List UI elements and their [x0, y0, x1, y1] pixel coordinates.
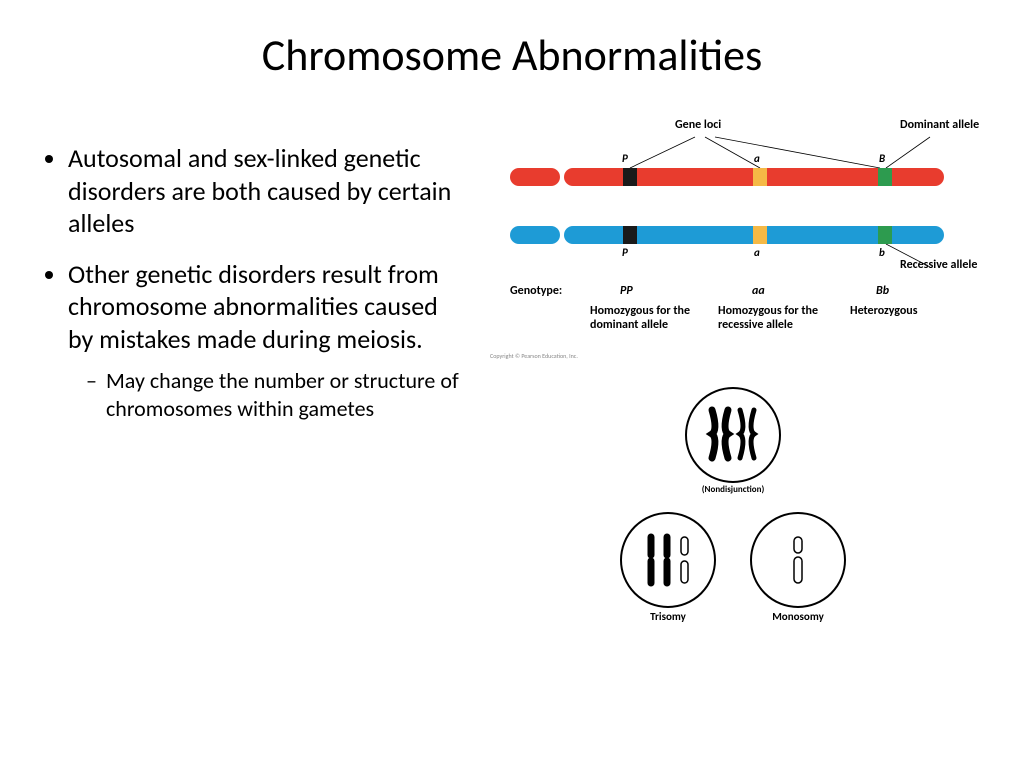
gene-loci-diagram: Gene loci Dominant allele P a B P a b Re…	[480, 112, 980, 372]
genotype-bb: Bb	[876, 284, 889, 298]
trisomy-circle	[620, 512, 716, 608]
nondisjunction-diagram: (Nondisjunction) Trisomy	[480, 382, 980, 672]
bullet-item-2-text: Other genetic disorders result from chro…	[68, 258, 439, 355]
band-red-p	[623, 168, 637, 186]
trisomy-label: Trisomy	[618, 610, 718, 623]
band-red-b	[878, 168, 892, 186]
locus-blue-p: P	[622, 246, 628, 259]
genotype-aa: aa	[752, 284, 765, 298]
monosomy-label: Monosomy	[748, 610, 848, 623]
page-title: Chromosome Abnormalities	[0, 0, 1024, 102]
desc-homozygous-dominant: Homozygous for the dominant allele	[590, 304, 700, 333]
dominant-allele-label: Dominant allele	[900, 118, 979, 132]
chromosome-blue-left	[510, 226, 560, 244]
genotype-label: Genotype:	[510, 284, 562, 298]
sub-list: May change the number or structure of ch…	[68, 367, 460, 422]
locus-blue-b: b	[879, 246, 885, 259]
x-chromosomes-icon	[698, 400, 768, 470]
locus-red-p: P	[622, 152, 628, 165]
chromosome-red-left	[510, 168, 560, 186]
gene-loci-label: Gene loci	[675, 118, 721, 132]
bullet-list: Autosomal and sex-linked genetic disorde…	[40, 142, 460, 422]
trisomy-icon	[633, 525, 703, 595]
monosomy-icon	[763, 525, 833, 595]
locus-red-b: B	[879, 152, 885, 165]
text-column: Autosomal and sex-linked genetic disorde…	[40, 102, 480, 672]
sub-item-1: May change the number or structure of ch…	[86, 367, 460, 422]
nondisjunction-circle	[685, 387, 781, 483]
copyright-text: Copyright © Pearson Education, Inc.	[490, 352, 578, 360]
band-blue-b	[878, 226, 892, 244]
locus-blue-a: a	[754, 246, 760, 259]
genotype-pp: PP	[620, 284, 633, 298]
band-blue-a	[753, 226, 767, 244]
bullet-item-2: Other genetic disorders result from chro…	[68, 258, 460, 423]
desc-heterozygous: Heterozygous	[850, 304, 950, 318]
band-red-a	[753, 168, 767, 186]
content-area: Autosomal and sex-linked genetic disorde…	[0, 102, 1024, 672]
desc-homozygous-recessive: Homozygous for the recessive allele	[718, 304, 838, 333]
locus-red-a: a	[754, 152, 760, 165]
nondisjunction-label: (Nondisjunction)	[683, 484, 783, 495]
diagram-column: Gene loci Dominant allele P a B P a b Re…	[480, 102, 980, 672]
monosomy-circle	[750, 512, 846, 608]
band-blue-p	[623, 226, 637, 244]
recessive-allele-label: Recessive allele	[900, 258, 977, 272]
bullet-item-1: Autosomal and sex-linked genetic disorde…	[68, 142, 460, 240]
